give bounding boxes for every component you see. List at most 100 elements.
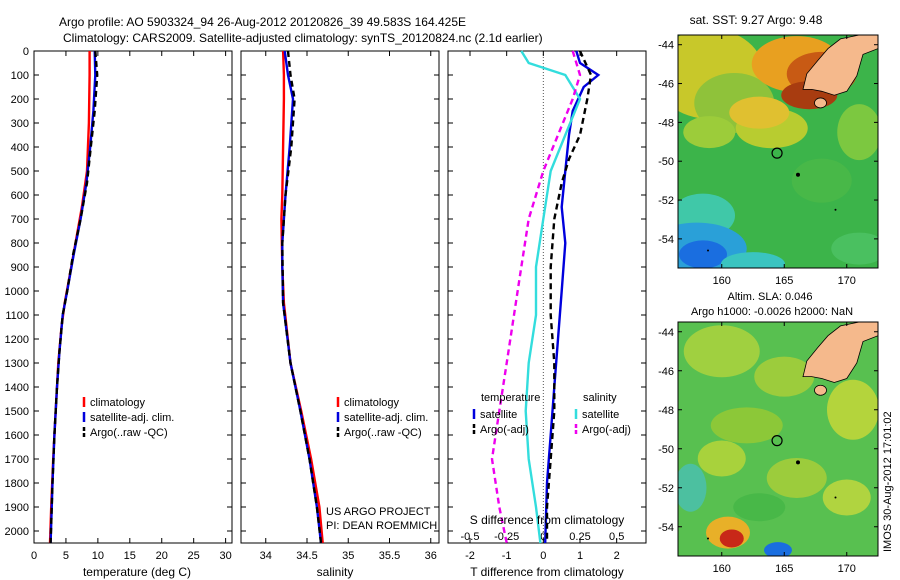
- land-mass: [802, 35, 878, 96]
- y-tick-label: -44: [658, 40, 674, 52]
- y-tick-label: 0: [23, 46, 29, 58]
- field-blob: [754, 356, 815, 397]
- legend-entry: Argo(..raw -QC): [90, 427, 168, 439]
- land-mass: [802, 322, 878, 383]
- legend-entry: satellite-adj. clim.: [90, 412, 174, 424]
- y-tick-label: -52: [658, 483, 674, 495]
- legend-entry: satellite: [480, 409, 517, 421]
- field-blob: [733, 493, 786, 522]
- y-tick-label: 100: [11, 70, 29, 82]
- x2-tick-label: 0: [540, 531, 546, 543]
- field-blob: [721, 252, 785, 268]
- field-blob: [679, 240, 727, 268]
- project-line-2: PI: DEAN ROEMMICH: [326, 520, 437, 532]
- series-line: [490, 50, 582, 544]
- temperature-panel: 0 5 10 15 20 25 300100200300400500600700800900…: [5, 46, 233, 562]
- project-line-1: US ARGO PROJECT: [326, 506, 431, 518]
- stewart-island: [814, 384, 827, 396]
- plot-frame: [240, 50, 440, 544]
- legend-entry: climatology: [344, 397, 400, 409]
- series-line: [281, 50, 323, 544]
- y-tick-label: 900: [11, 262, 29, 274]
- title-line-1: Argo profile: AO 5903324_94 26-Aug-2012 …: [59, 15, 466, 29]
- field-blob: [729, 96, 790, 129]
- field-blob: [683, 325, 760, 378]
- temperature-xlabel: temperature (deg C): [83, 565, 191, 579]
- macquarie-island: [707, 249, 709, 252]
- x-tick-label: -2: [465, 550, 475, 562]
- x-tick-label: 30: [219, 550, 231, 562]
- x-tick-label: 0: [31, 550, 37, 562]
- y-tick-label: 800: [11, 238, 29, 250]
- x-tick-label: 5: [63, 550, 69, 562]
- x-tick-label: 35.5: [379, 550, 400, 562]
- field-blob: [837, 104, 878, 161]
- campbell-island: [834, 208, 837, 211]
- x-tick-label: 0: [540, 550, 546, 562]
- sla-map-title-1: Altim. SLA: 0.046: [728, 291, 813, 303]
- legend-entry: Argo(-adj): [582, 424, 631, 436]
- legend-entry: satellite: [582, 409, 619, 421]
- y-tick-label: -54: [658, 234, 674, 246]
- sla-map-title-2: Argo h1000: -0.0026 h2000: NaN: [691, 306, 853, 318]
- y-tick-label: 1700: [5, 454, 29, 466]
- y-tick-label: 1200: [5, 334, 29, 346]
- sst-map-title: sat. SST: 9.27 Argo: 9.48: [690, 13, 823, 27]
- y-tick-label: 400: [11, 142, 29, 154]
- title-line-2: Climatology: CARS2009. Satellite-adjuste…: [63, 31, 543, 45]
- y-tick-label: -44: [658, 327, 674, 339]
- x-tick-label: 25: [188, 550, 200, 562]
- macquarie-island: [707, 537, 709, 540]
- y-tick-label: 1000: [5, 286, 29, 298]
- y-tick-label: -46: [658, 366, 674, 378]
- salinity-panel: 34 34.5 35 35.5 36 climatology satellite-adj. …: [240, 50, 440, 562]
- x-tick-label: 170: [838, 563, 856, 575]
- field-blob: [710, 407, 783, 444]
- campbell-island: [834, 496, 837, 499]
- argo-position-marker: [771, 435, 783, 447]
- y-tick-label: 1600: [5, 430, 29, 442]
- y-tick-label: -48: [658, 405, 674, 417]
- argo-position-marker: [771, 147, 783, 159]
- map-frame: [677, 34, 879, 269]
- x-tick-label: 15: [124, 550, 136, 562]
- legend-entry: Argo(-adj): [480, 424, 529, 436]
- y-tick-label: -54: [658, 522, 674, 534]
- field-blob: [678, 463, 707, 512]
- field-blob: [683, 116, 736, 149]
- x-tick-label: 2: [614, 550, 620, 562]
- sla-map-panel: 160 165 170 -44 -46 -48 -50 -52 -54: [658, 321, 879, 575]
- x-tick-label: 34.5: [296, 550, 317, 562]
- legend-entry: satellite-adj. clim.: [344, 412, 428, 424]
- legend-entry: Argo(..raw -QC): [344, 427, 422, 439]
- y-tick-label: 700: [11, 214, 29, 226]
- auckland-islands: [796, 460, 800, 465]
- difference-xlabel2: S difference from climatology: [470, 513, 625, 527]
- legend-title: temperature: [481, 392, 540, 404]
- map-frame: [677, 321, 879, 557]
- legend-entry: climatology: [90, 397, 146, 409]
- series-line: [49, 50, 99, 544]
- legend-title: salinity: [583, 392, 617, 404]
- x-tick-label: 1: [577, 550, 583, 562]
- series-line: [544, 50, 601, 544]
- y-tick-label: 1800: [5, 478, 29, 490]
- y-tick-label: 1300: [5, 358, 29, 370]
- x-tick-label: 165: [775, 275, 793, 287]
- field-blob: [697, 440, 746, 477]
- x-tick-label: 35: [342, 550, 354, 562]
- x2-tick-label: -0.5: [461, 531, 480, 543]
- field-blob: [766, 458, 827, 498]
- y-tick-label: 1400: [5, 382, 29, 394]
- y-tick-label: 500: [11, 166, 29, 178]
- timestamp: IMOS 30-Aug-2012 17:01:02: [882, 411, 894, 552]
- salinity-xlabel: salinity: [317, 565, 354, 579]
- y-tick-label: 200: [11, 94, 29, 106]
- sst-map-panel: 160 165 170 -44 -46 -48 -50 -52 -54: [658, 34, 879, 287]
- x-tick-label: 160: [713, 275, 731, 287]
- x-tick-label: 36: [425, 550, 437, 562]
- y-tick-label: 600: [11, 190, 29, 202]
- y-tick-label: 300: [11, 118, 29, 130]
